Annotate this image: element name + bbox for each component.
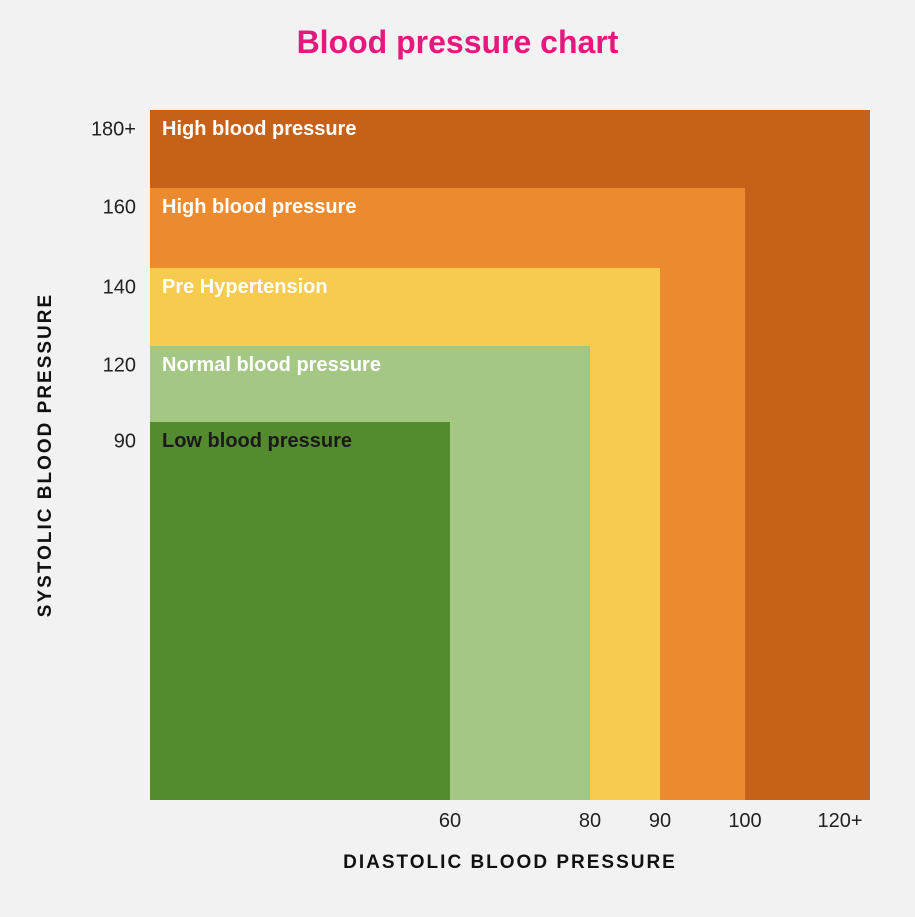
zone-low: Low blood pressure — [150, 422, 450, 800]
x-tick: 120+ — [817, 800, 862, 833]
y-tick: 180+ — [91, 119, 150, 142]
plot-area: High blood pressure High blood pressure Pr… — [150, 110, 870, 800]
x-tick: 60 — [439, 800, 461, 833]
x-tick: 80 — [579, 800, 601, 833]
y-tick: 90 — [114, 431, 150, 454]
x-tick: 90 — [649, 800, 671, 833]
page: Blood pressure chart SYSTOLIC BLOOD PRES… — [0, 0, 915, 917]
y-tick: 140 — [103, 277, 150, 300]
y-axis-label: SYSTOLIC BLOOD PRESSURE — [35, 110, 57, 800]
x-axis-label: DIASTOLIC BLOOD PRESSURE — [150, 852, 870, 874]
y-tick: 160 — [103, 197, 150, 220]
zone-label-low: Low blood pressure — [162, 430, 352, 453]
zone-label-highest: High blood pressure — [162, 118, 356, 141]
y-tick: 120 — [103, 355, 150, 378]
zone-label-prehyper: Pre Hypertension — [162, 276, 328, 299]
zone-label-high: High blood pressure — [162, 196, 356, 219]
chart-title: Blood pressure chart — [0, 24, 915, 61]
zone-label-normal: Normal blood pressure — [162, 354, 381, 377]
x-tick: 100 — [728, 800, 761, 833]
